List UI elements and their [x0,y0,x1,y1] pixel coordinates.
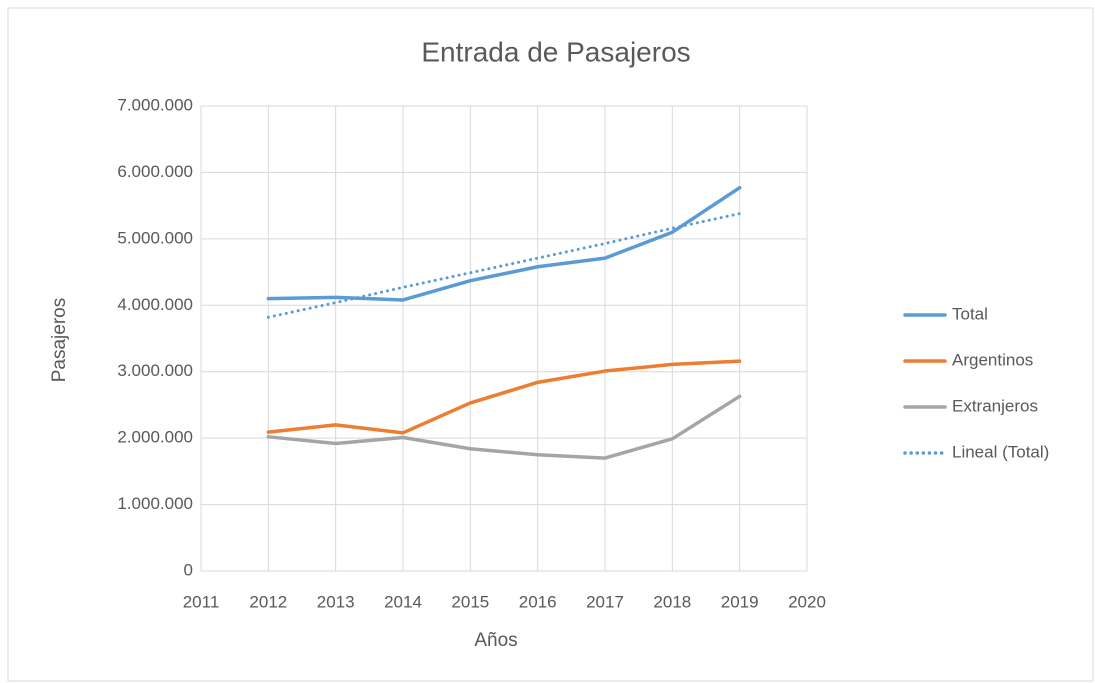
legend-label: Argentinos [952,350,1033,369]
x-tick-label: 2012 [249,592,287,611]
series-line [266,359,742,435]
chart-border [7,7,1094,682]
series-line [266,394,742,460]
legend-label: Lineal (Total) [952,442,1049,461]
y-tick-label: 3.000.000 [117,361,193,380]
series-line [266,212,742,319]
x-tick-label: 2015 [451,592,489,611]
legend-label: Extranjeros [952,396,1038,415]
x-tick-label: 2016 [519,592,557,611]
y-tick-label: 5.000.000 [117,228,193,247]
y-tick-label: 2.000.000 [117,428,193,447]
y-axis-label: Pasajeros [49,298,70,383]
legend-label: Total [952,304,988,323]
y-tick-label: 6.000.000 [117,162,193,181]
x-tick-label: 2020 [788,592,826,611]
x-tick-label: 2019 [721,592,759,611]
y-tick-label: 7.000.000 [117,95,193,114]
x-axis-label: Años [474,630,517,651]
x-tick-label: 2018 [653,592,691,611]
x-tick-label: 2011 [183,592,220,611]
chart-title: Entrada de Pasajeros [421,36,690,67]
x-tick-label: 2013 [317,592,355,611]
series-line [266,185,742,302]
x-tick-label: 2017 [586,592,624,611]
y-tick-label: 0 [184,560,193,579]
y-tick-label: 1.000.000 [117,494,193,513]
x-tick-label: 2014 [384,592,422,611]
y-tick-label: 4.000.000 [117,295,193,314]
